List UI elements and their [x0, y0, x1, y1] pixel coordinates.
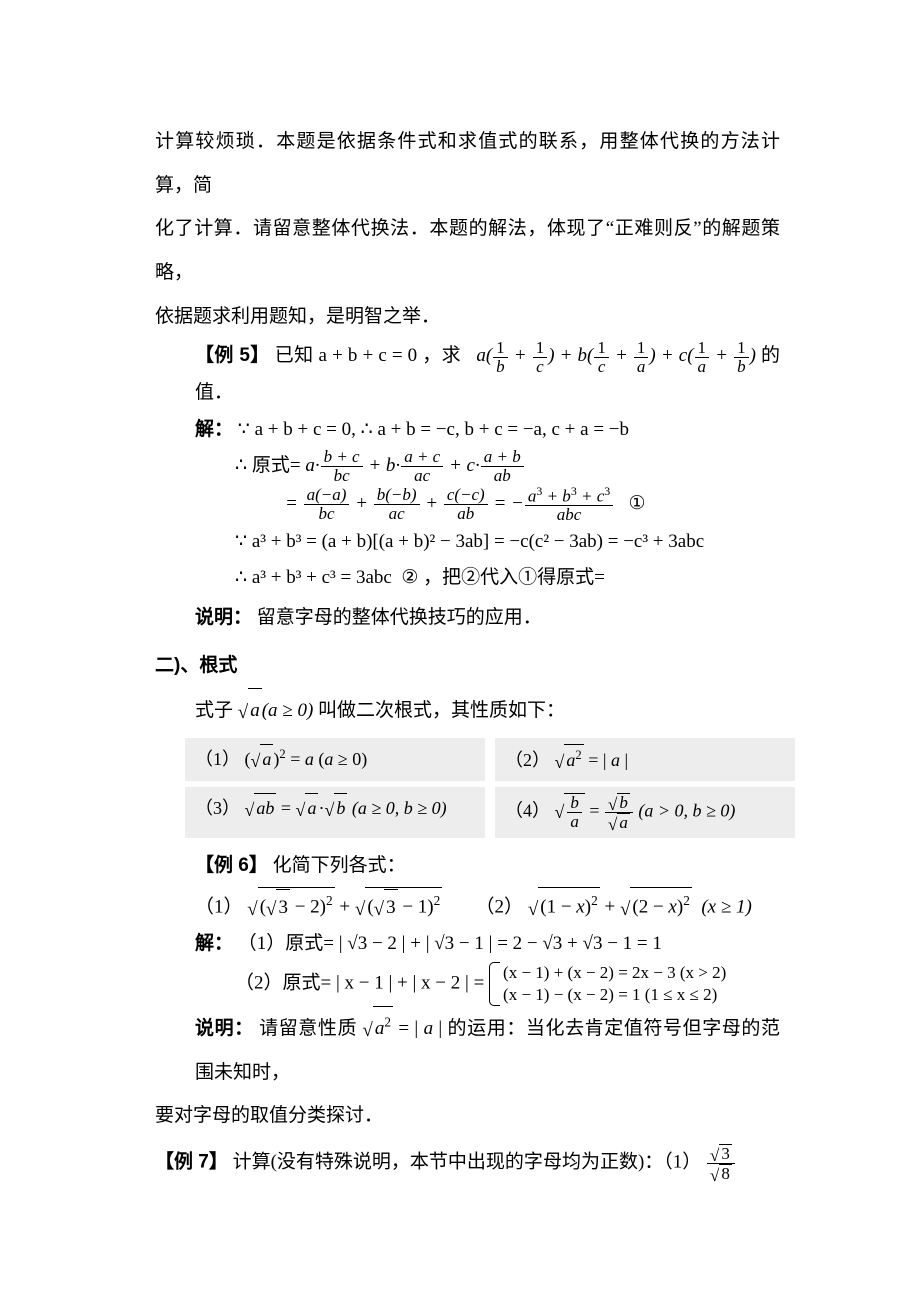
cub-line: a³ + b³ = (a + b)[(a + b)² − 3ab] = −c(c…	[252, 531, 704, 552]
ex6-1-lbl: （1）	[195, 897, 243, 918]
sol5-expr1: a + b + c = 0, ∴ a + b = −c, b + c = −a,…	[255, 419, 629, 440]
therefore-icon: ∴	[235, 455, 247, 476]
piecewise: (x − 1) + (x − 2) = 2x − 3 (x > 2) (x − …	[489, 962, 726, 1006]
example-6: 【例 6】 化简下列各式：	[155, 844, 780, 888]
solve-label-2: 解：	[195, 933, 233, 954]
because-icon: ∵	[238, 419, 250, 440]
ex6-items: （1） √(√3 − 2)2 + √(√3 − 1)2 （2） √(1 − x)…	[155, 887, 780, 925]
sol6-2: （2）原式= | x − 1 | + | x − 2 | = (x − 1) +…	[155, 962, 780, 1006]
sol5-line5: ∴ a³ + b³ + c³ = 3abc ② ，把②代入①得原式=	[155, 560, 780, 596]
sol5-line3: = a(−a)bc + b(−b)ac + c(−c)ab = −a3 + b3…	[155, 485, 780, 524]
note-label: 说明：	[195, 607, 252, 628]
example-5-expr: a(1b + 1c) + b(1c + 1a) + c(1a + 1b)	[476, 345, 761, 366]
rad-cond: (a ≥ 0)	[262, 700, 314, 721]
example-7-label: 【例 7】	[155, 1152, 228, 1173]
example-5: 【例 5】 已知 a + b + c = 0 ，求 a(1b + 1c) + b…	[155, 338, 780, 411]
sol6-1: 解： （1）原式= | √3 − 2 | + | √3 − 1 | = 2 − …	[155, 926, 780, 962]
piece-2: (x − 1) − (x − 2) = 1 (1 ≤ x ≤ 2)	[503, 984, 726, 1006]
rad-intro-a: 式子	[195, 700, 233, 721]
sol5-line2: ∴ 原式= a·b + cbc + b·a + cac + c·a + bab	[155, 448, 780, 485]
piece-1: (x − 1) + (x − 2) = 2x − 3 (x > 2)	[503, 962, 726, 984]
note5-text: 留意字母的整体代换技巧的应用．	[257, 607, 542, 628]
intro-para-line2: 化了计算．请留意整体代换法．本题的解法，体现了“正难则反”的解题策略，	[155, 207, 780, 294]
page: 计算较烦琐．本题是依据条件式和求值式的联系，用整体代换的方法计算，简 化了计算．…	[0, 0, 920, 1303]
solve-label: 解：	[195, 419, 233, 440]
prop-4: （4） √ba = √b√a (a > 0, b ≥ 0)	[495, 787, 795, 838]
sol6-1-pre: （1）原式=	[238, 933, 334, 954]
example-6-title: 化简下列各式：	[273, 855, 406, 876]
section-2-title: 二)、根式	[155, 644, 780, 688]
example-5-known: 已知	[275, 345, 314, 366]
sub-text: ，把②代入①得原式=	[423, 567, 605, 588]
rad-intro-b: 叫做二次根式，其性质如下：	[318, 700, 565, 721]
prop-1: （1） (√a)2 = a (a ≥ 0)	[185, 738, 485, 781]
yuanshi-label: 原式	[252, 455, 290, 476]
therefore-icon-2: ∴	[235, 567, 247, 588]
prop-3: （3） √ab = √a·√b (a ≥ 0, b ≥ 0)	[185, 787, 485, 838]
note-label-2: 说明：	[195, 1018, 254, 1039]
example-5-cond: a + b + c = 0	[319, 345, 418, 366]
note6-line2: 要对字母的取值分类探讨．	[155, 1094, 780, 1138]
example-7-title: 计算(没有特殊说明，本节中出现的字母均为正数)：（1）	[233, 1152, 702, 1173]
example-5-label: 【例 5】	[195, 345, 270, 366]
note6a: 请留意性质	[259, 1018, 357, 1039]
mark-1: ①	[629, 493, 646, 514]
ex6-2-lbl: （2）	[476, 897, 524, 918]
sol6-2-lhs: | x − 1 | + | x − 2 | =	[336, 972, 484, 993]
intro-para-line3: 依据题求利用题知，是明智之举．	[155, 295, 780, 339]
example-6-label: 【例 6】	[195, 855, 268, 876]
example-7: 【例 7】 计算(没有特殊说明，本节中出现的字母均为正数)：（1） √3 √8	[155, 1144, 780, 1183]
note5: 说明： 留意字母的整体代换技巧的应用．	[155, 596, 780, 640]
ex6-2-cond: (x ≥ 1)	[701, 897, 752, 918]
sol5-line1: 解： ∵ a + b + c = 0, ∴ a + b = −c, b + c …	[155, 412, 780, 448]
example-5-sep: ，求	[422, 345, 461, 366]
sqrt-a: √a	[238, 688, 262, 733]
cub-sum: a³ + b³ + c³ = 3abc	[252, 567, 392, 588]
sol6-2-pre: （2）原式=	[235, 972, 331, 993]
prop-2: （2） √a2 = | a |	[495, 738, 795, 781]
note6-line1: 说明： 请留意性质 √a2 = | a | 的运用：当化去肯定值符号但字母的范围…	[155, 1006, 780, 1094]
because-icon-2: ∵	[235, 531, 247, 552]
properties-grid: （1） (√a)2 = a (a ≥ 0) （2） √a2 = | a | （3…	[185, 738, 780, 837]
mark-2: ②	[401, 567, 418, 588]
ex7-frac: √3 √8	[707, 1144, 735, 1183]
sol6-1-expr: | √3 − 2 | + | √3 − 1 | = 2 − √3 + √3 − …	[339, 933, 662, 954]
intro-para-line1: 计算较烦琐．本题是依据条件式和求值式的联系，用整体代换的方法计算，简	[155, 120, 780, 207]
sol5-line4: ∵ a³ + b³ = (a + b)[(a + b)² − 3ab] = −c…	[155, 524, 780, 560]
rad-intro: 式子 √a(a ≥ 0) 叫做二次根式，其性质如下：	[155, 688, 780, 733]
